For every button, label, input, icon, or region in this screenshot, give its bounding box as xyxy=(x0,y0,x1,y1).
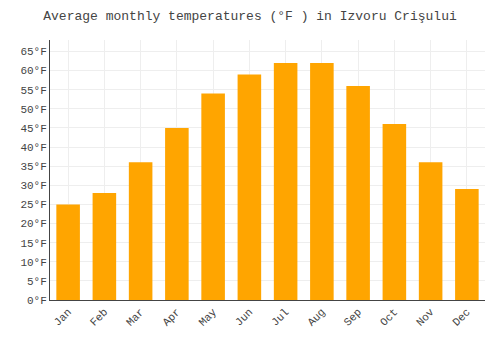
svg-text:Jun: Jun xyxy=(233,306,255,328)
svg-text:50°F: 50°F xyxy=(20,104,46,116)
svg-text:Feb: Feb xyxy=(88,306,110,328)
svg-text:45°F: 45°F xyxy=(20,123,46,135)
svg-text:30°F: 30°F xyxy=(20,180,46,192)
svg-text:Apr: Apr xyxy=(160,306,182,328)
svg-text:10°F: 10°F xyxy=(20,257,46,269)
svg-text:May: May xyxy=(197,306,220,329)
svg-text:Sep: Sep xyxy=(342,306,364,328)
svg-text:Aug: Aug xyxy=(305,306,327,328)
svg-text:65°F: 65°F xyxy=(20,46,46,58)
svg-text:35°F: 35°F xyxy=(20,161,46,173)
svg-text:Jul: Jul xyxy=(269,306,291,328)
svg-text:5°F: 5°F xyxy=(27,276,47,288)
svg-text:15°F: 15°F xyxy=(20,238,46,250)
svg-text:60°F: 60°F xyxy=(20,65,46,77)
svg-text:40°F: 40°F xyxy=(20,142,46,154)
svg-text:55°F: 55°F xyxy=(20,85,46,97)
svg-text:20°F: 20°F xyxy=(20,218,46,230)
svg-text:Nov: Nov xyxy=(414,306,437,329)
svg-text:Jan: Jan xyxy=(52,306,74,328)
svg-text:Mar: Mar xyxy=(124,306,146,328)
svg-text:Dec: Dec xyxy=(450,306,472,328)
svg-text:Oct: Oct xyxy=(378,306,400,328)
svg-text:Average monthly temperatures (: Average monthly temperatures (°F ) in Iz… xyxy=(43,9,457,24)
svg-text:0°F: 0°F xyxy=(27,295,47,307)
svg-text:25°F: 25°F xyxy=(20,199,46,211)
